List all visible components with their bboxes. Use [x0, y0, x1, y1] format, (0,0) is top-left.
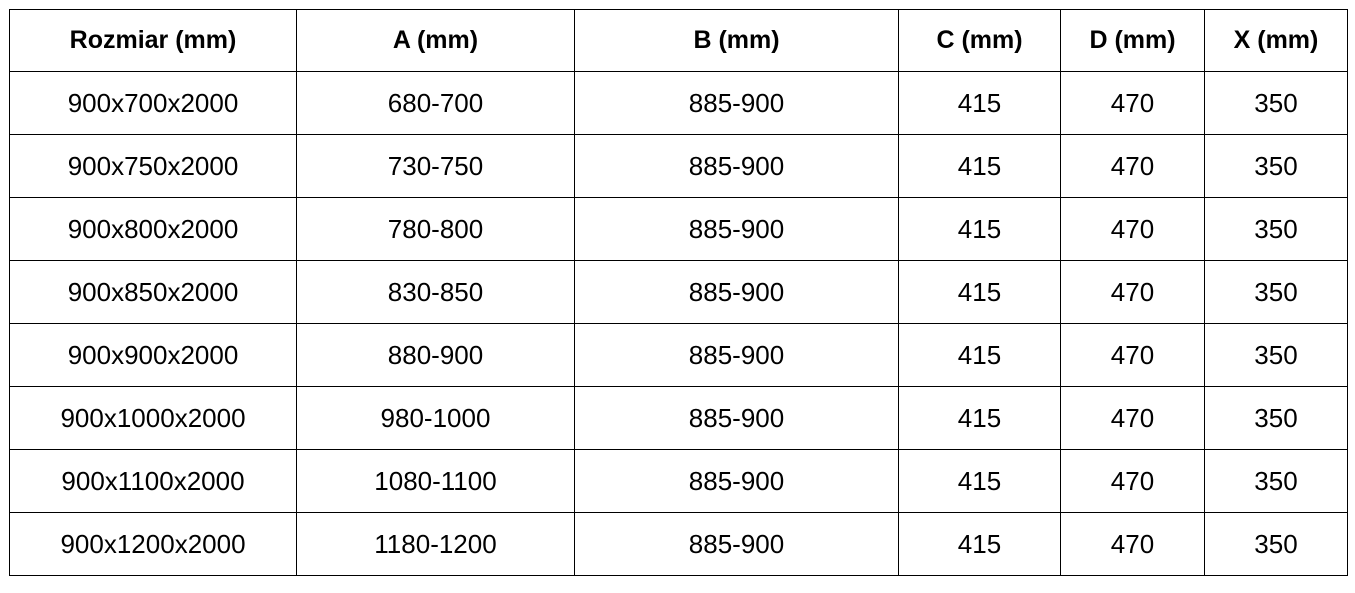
- table-row: 900x700x2000 680-700 885-900 415 470 350: [9, 71, 1348, 135]
- table-cell: 900x1100x2000: [9, 449, 297, 513]
- table-body: 900x700x2000 680-700 885-900 415 470 350 900x7…: [9, 71, 1348, 576]
- column-header: D (mm): [1060, 9, 1205, 72]
- table-cell: 900x900x2000: [9, 323, 297, 387]
- table-cell: 350: [1204, 260, 1348, 324]
- table-cell: 1180-1200: [296, 512, 575, 576]
- table-cell: 470: [1060, 449, 1205, 513]
- table-cell: 470: [1060, 260, 1205, 324]
- column-header: B (mm): [574, 9, 899, 72]
- table-cell: 885-900: [574, 71, 899, 135]
- table-cell: 730-750: [296, 134, 575, 198]
- table-cell: 900x850x2000: [9, 260, 297, 324]
- table-cell: 680-700: [296, 71, 575, 135]
- table-cell: 415: [898, 512, 1061, 576]
- table-cell: 470: [1060, 134, 1205, 198]
- table-row: 900x750x2000 730-750 885-900 415 470 350: [9, 134, 1348, 198]
- column-header: X (mm): [1204, 9, 1348, 72]
- table-cell: 470: [1060, 71, 1205, 135]
- table-cell: 900x700x2000: [9, 71, 297, 135]
- table-cell: 830-850: [296, 260, 575, 324]
- table-cell: 900x1000x2000: [9, 386, 297, 450]
- table-cell: 415: [898, 260, 1061, 324]
- table-cell: 415: [898, 197, 1061, 261]
- table-row: 900x1100x2000 1080-1100 885-900 415 470 350: [9, 449, 1348, 513]
- table-cell: 350: [1204, 323, 1348, 387]
- table-cell: 885-900: [574, 323, 899, 387]
- header-row: Rozmiar (mm) A (mm) B (mm) C (mm) D (mm) X (m…: [9, 9, 1348, 72]
- table-cell: 1080-1100: [296, 449, 575, 513]
- table-row: 900x850x2000 830-850 885-900 415 470 350: [9, 260, 1348, 324]
- table-cell: 885-900: [574, 134, 899, 198]
- table-cell: 350: [1204, 71, 1348, 135]
- table-cell: 885-900: [574, 386, 899, 450]
- table-cell: 885-900: [574, 512, 899, 576]
- table-row: 900x800x2000 780-800 885-900 415 470 350: [9, 197, 1348, 261]
- table-cell: 470: [1060, 323, 1205, 387]
- table-cell: 470: [1060, 197, 1205, 261]
- table-cell: 415: [898, 449, 1061, 513]
- table-row: 900x1000x2000 980-1000 885-900 415 470 350: [9, 386, 1348, 450]
- column-header: A (mm): [296, 9, 575, 72]
- table-cell: 415: [898, 323, 1061, 387]
- table-cell: 350: [1204, 386, 1348, 450]
- table-cell: 880-900: [296, 323, 575, 387]
- table-cell: 980-1000: [296, 386, 575, 450]
- table-cell: 780-800: [296, 197, 575, 261]
- table-cell: 470: [1060, 512, 1205, 576]
- table-cell: 415: [898, 386, 1061, 450]
- table-cell: 885-900: [574, 260, 899, 324]
- table-cell: 350: [1204, 197, 1348, 261]
- dimensions-table: Rozmiar (mm) A (mm) B (mm) C (mm) D (mm) X (m…: [9, 9, 1348, 576]
- table-cell: 885-900: [574, 449, 899, 513]
- table-row: 900x900x2000 880-900 885-900 415 470 350: [9, 323, 1348, 387]
- table-cell: 470: [1060, 386, 1205, 450]
- table-cell: 350: [1204, 134, 1348, 198]
- table-cell: 900x750x2000: [9, 134, 297, 198]
- table-row: 900x1200x2000 1180-1200 885-900 415 470 350: [9, 512, 1348, 576]
- table-cell: 900x1200x2000: [9, 512, 297, 576]
- column-header: Rozmiar (mm): [9, 9, 297, 72]
- table-cell: 885-900: [574, 197, 899, 261]
- table-cell: 350: [1204, 512, 1348, 576]
- table-cell: 900x800x2000: [9, 197, 297, 261]
- table-cell: 350: [1204, 449, 1348, 513]
- table-cell: 415: [898, 134, 1061, 198]
- table-cell: 415: [898, 71, 1061, 135]
- column-header: C (mm): [898, 9, 1061, 72]
